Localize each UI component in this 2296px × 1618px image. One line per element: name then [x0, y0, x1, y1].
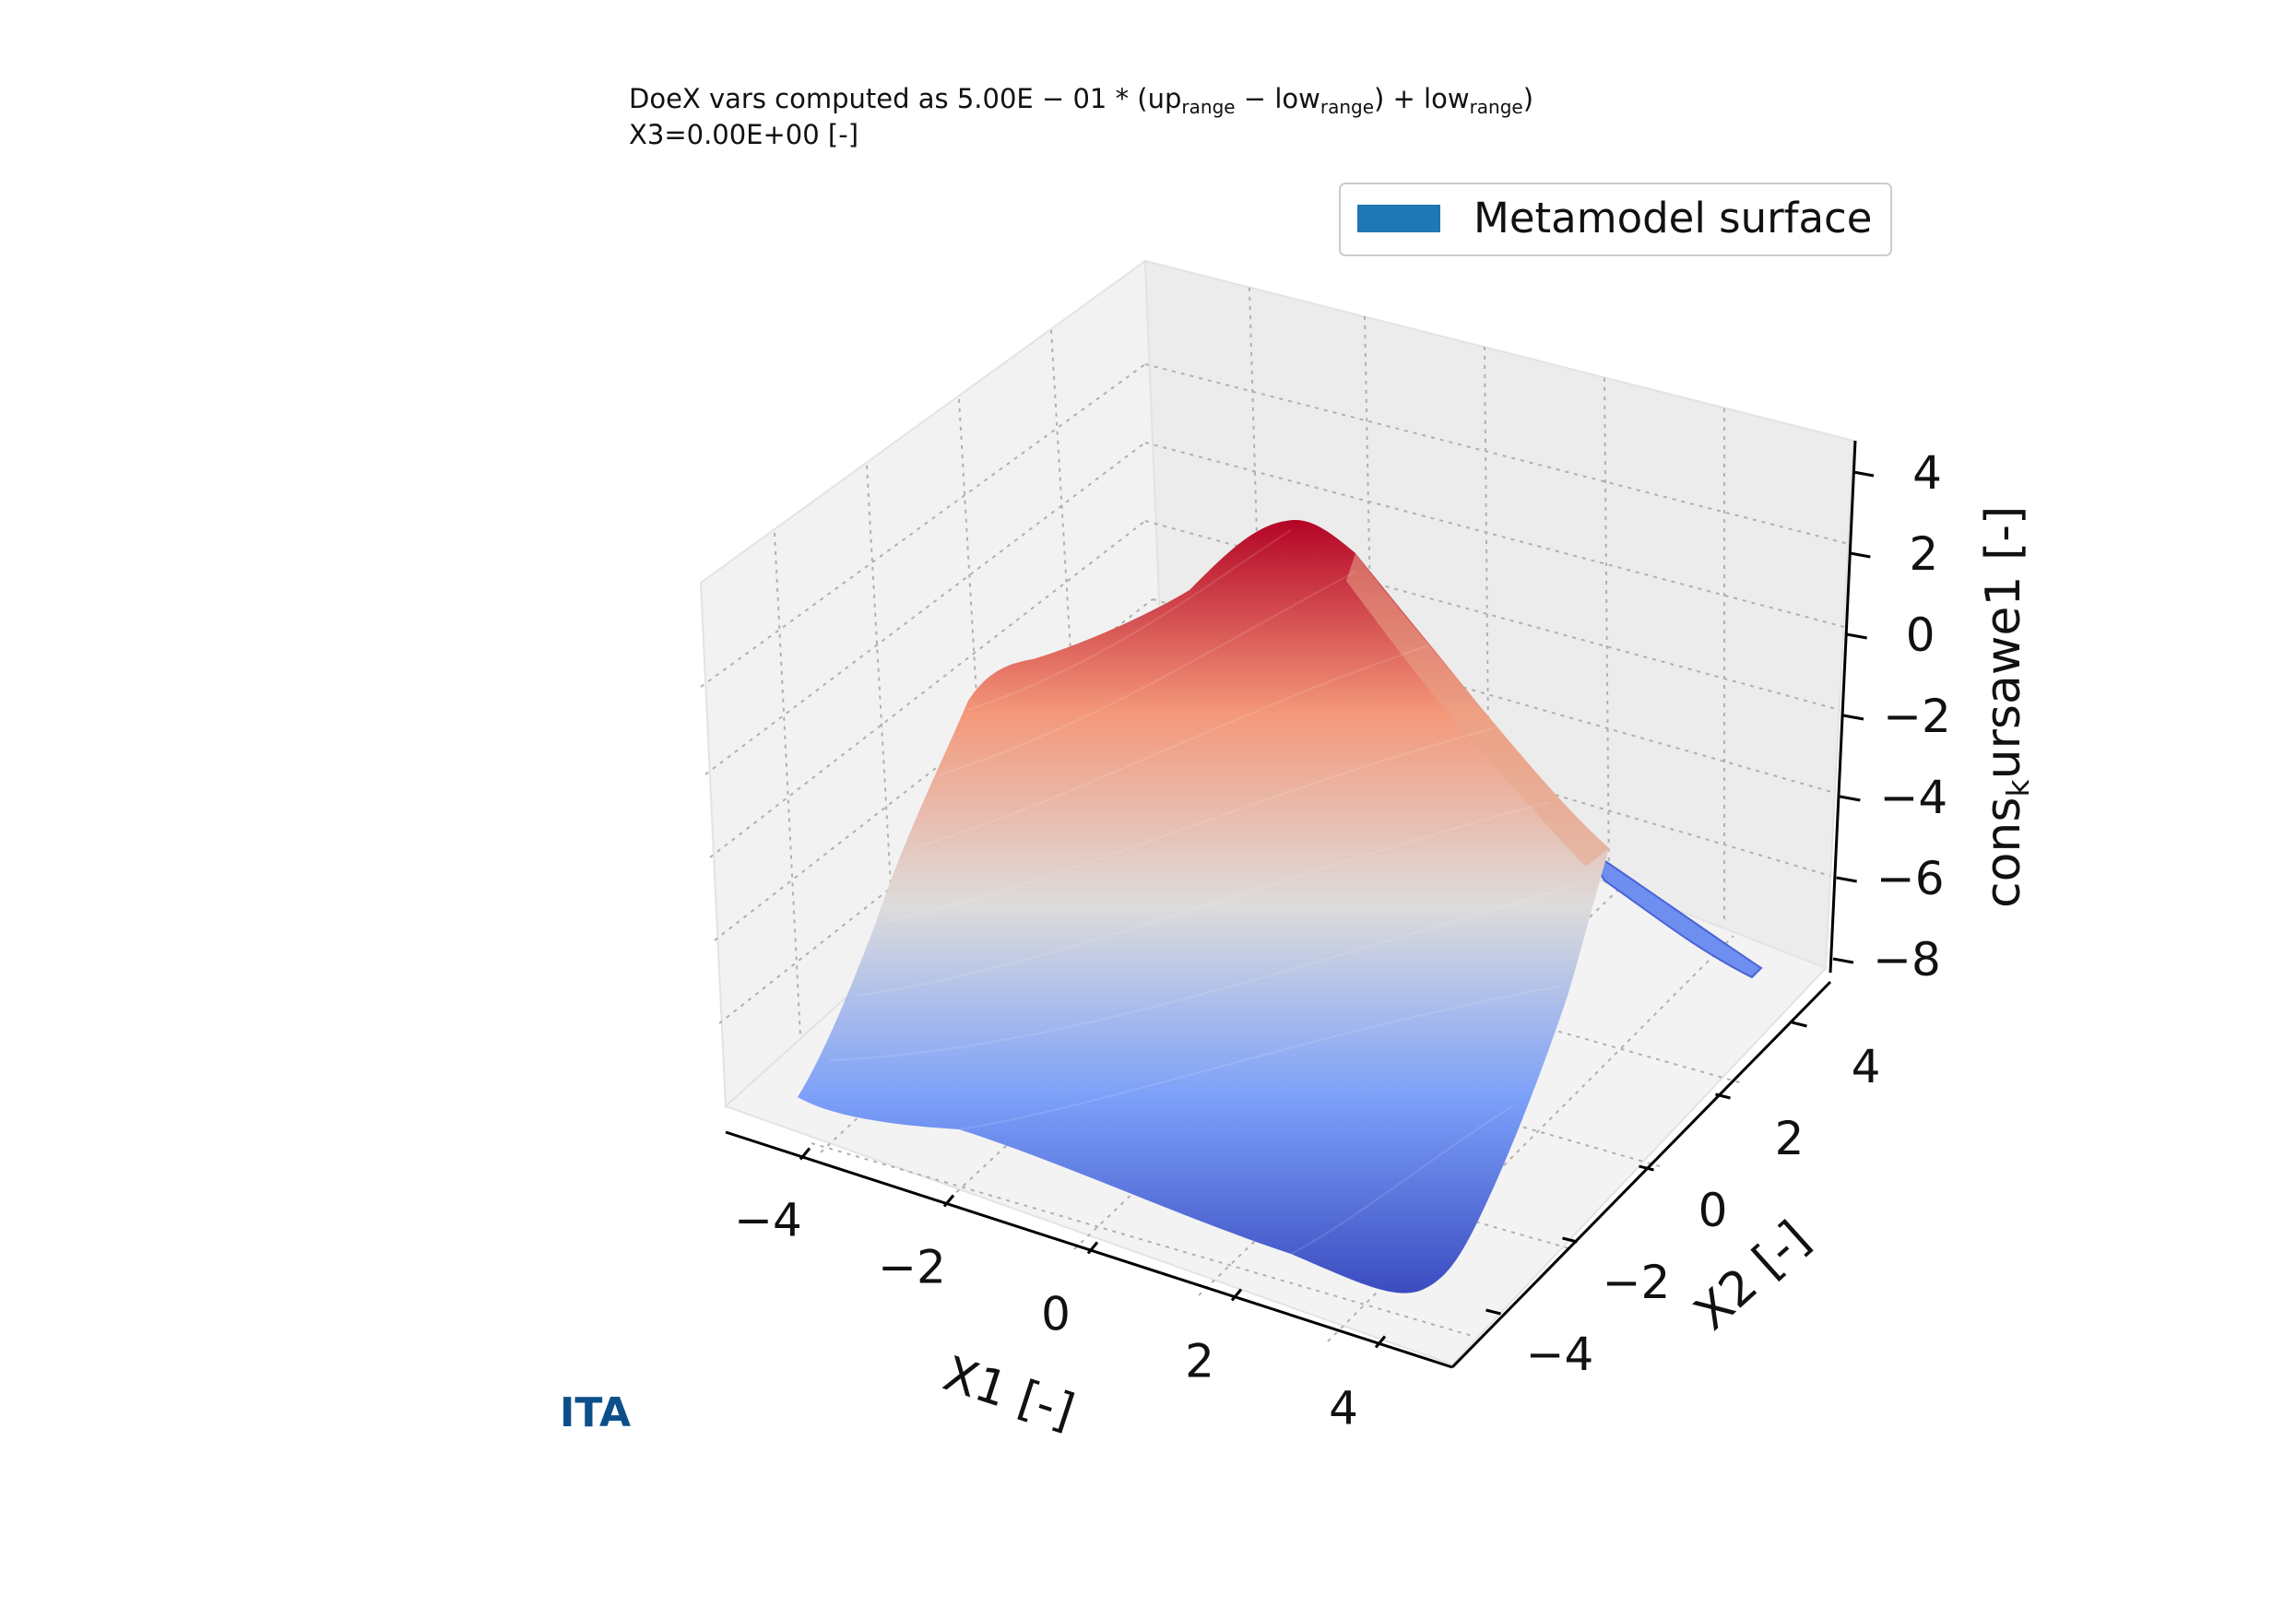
x-tick-mark	[1374, 1335, 1387, 1349]
z-axis-line	[1829, 440, 1857, 974]
subtitle-sub-1: range	[1181, 96, 1235, 118]
x-ticks: −4 −2 0 2 4	[734, 1147, 1387, 1435]
y-tick-mark	[1792, 1021, 1807, 1028]
z-tick-label: −6	[1876, 852, 1945, 905]
z-tick-label: 0	[1906, 608, 1935, 662]
subtitle-part-b: − low	[1236, 83, 1320, 114]
z-tick-label: −8	[1873, 933, 1941, 986]
x-axis-label: X1 [-]	[937, 1346, 1081, 1440]
subtitle-sub-2: range	[1320, 96, 1374, 118]
x-tick-label: 2	[1185, 1335, 1214, 1388]
z-tick-mark	[1836, 876, 1857, 883]
subtitle-part-a: DoeX vars computed as 5.00E − 01 * (up	[629, 83, 1181, 114]
z-tick-label: −2	[1883, 690, 1951, 743]
y-tick-label: 4	[1852, 1040, 1881, 1093]
z-tick-mark	[1832, 957, 1854, 964]
y-tick-label: 2	[1775, 1112, 1805, 1165]
x-axis-line	[725, 1130, 1453, 1369]
subtitle-line2: X3=0.00E+00 [-]	[629, 119, 858, 150]
legend: Metamodel surface	[1339, 183, 1892, 256]
x-tick-label: −2	[878, 1241, 946, 1294]
y-tick-mark	[1562, 1236, 1578, 1244]
x-tick-mark	[1230, 1288, 1243, 1302]
x-tick-mark	[799, 1147, 811, 1161]
y-tick-label: −2	[1603, 1256, 1671, 1309]
y-tick-mark	[1639, 1164, 1654, 1172]
y-tick-mark	[1715, 1092, 1731, 1100]
x-tick-mark	[1086, 1241, 1099, 1255]
z-tick-mark	[1842, 714, 1864, 721]
z-tick-mark	[1846, 632, 1867, 640]
y-axis-line	[1450, 980, 1832, 1369]
y-ticks: −4−2 024	[1485, 1021, 1881, 1381]
y-tick-label: −4	[1526, 1328, 1594, 1381]
z-tick-label: 4	[1912, 446, 1942, 500]
metamodel-surface	[798, 520, 1763, 1293]
z-tick-mark	[1840, 795, 1861, 802]
subtitle-sub-3: range	[1470, 96, 1523, 118]
z-tick-mark	[1850, 551, 1871, 559]
subtitle-part-d: )	[1523, 83, 1533, 114]
z-axis-label-post: ursawe1 [-]	[1976, 506, 2031, 780]
legend-box	[1339, 183, 1892, 256]
y-tick-label: 0	[1698, 1184, 1728, 1237]
x-tick-label: 0	[1041, 1288, 1071, 1341]
z-axis-label-pre: cons	[1976, 797, 2031, 908]
subtitle-line1: DoeX vars computed as 5.00E − 01 * (upra…	[629, 83, 1533, 118]
y-tick-mark	[1485, 1308, 1501, 1316]
z-tick-label: −4	[1879, 771, 1947, 824]
z-tick-label: 2	[1909, 527, 1938, 581]
x-tick-label: 4	[1329, 1382, 1358, 1435]
ita-logo: ITA	[560, 1389, 631, 1436]
x-tick-mark	[942, 1194, 955, 1208]
legend-label: Metamodel surface	[1473, 194, 1872, 242]
x-tick-label: −4	[734, 1194, 802, 1247]
z-axis-label: conskursawe1 [-]	[1976, 506, 2036, 908]
z-tick-mark	[1852, 470, 1875, 478]
z-ticks: 4 2 0 −2 −4 −6 −8	[1832, 446, 1951, 986]
z-axis-label-sub: k	[2000, 779, 2036, 797]
subtitle-part-c: ) + low	[1374, 83, 1470, 114]
legend-swatch	[1357, 205, 1440, 232]
